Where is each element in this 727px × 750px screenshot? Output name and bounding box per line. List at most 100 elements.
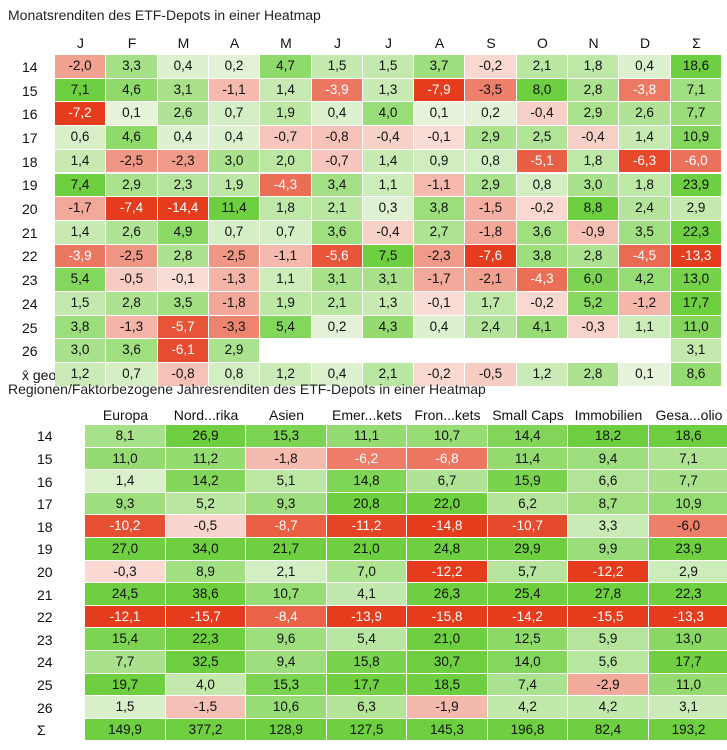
heatmap-cell: 0,4 bbox=[414, 315, 465, 340]
heatmap-cell: 8,1 bbox=[85, 425, 166, 448]
heatmap-cell: 2,5 bbox=[517, 126, 568, 150]
heatmap-cell: 15,9 bbox=[488, 470, 568, 493]
heatmap-cell: -0,5 bbox=[166, 515, 246, 538]
heatmap-cell: 15,3 bbox=[246, 425, 327, 448]
heatmap-cell: 11,4 bbox=[209, 197, 260, 221]
heatmap-cell: 2,7 bbox=[414, 220, 465, 245]
heatmap-cell: 1,3 bbox=[363, 78, 414, 103]
heatmap-cell: 5,9 bbox=[568, 628, 649, 651]
heatmap-cell: 13,0 bbox=[649, 628, 727, 651]
column-header: O bbox=[537, 35, 548, 51]
column-header: D bbox=[639, 35, 651, 51]
heatmap-cell: -0,3 bbox=[85, 560, 166, 584]
heatmap-cell: 0,4 bbox=[209, 126, 260, 150]
column-header: A bbox=[229, 35, 240, 51]
heatmap-cell: -8,7 bbox=[246, 515, 327, 538]
heatmap-cell: 0,7 bbox=[260, 220, 312, 245]
column-header: J bbox=[334, 35, 341, 51]
heatmap-cell: 3,5 bbox=[158, 292, 209, 316]
row-label: 17 bbox=[37, 496, 53, 513]
column-header: S bbox=[486, 35, 496, 51]
column-header: Europa bbox=[102, 407, 149, 423]
heatmap-cell: 82,4 bbox=[568, 718, 649, 742]
heatmap-cell: -6,3 bbox=[619, 149, 671, 174]
heatmap-cell: 1,4 bbox=[55, 149, 106, 174]
heatmap-cell: 29,9 bbox=[488, 538, 568, 561]
heatmap-cell: 3,1 bbox=[312, 268, 363, 292]
heatmap-cell: -1,3 bbox=[106, 315, 158, 340]
heatmap-cell: 6,2 bbox=[488, 492, 568, 516]
column-header: F bbox=[127, 35, 137, 51]
heatmap-cell: 18,6 bbox=[671, 55, 722, 79]
heatmap-cell: 0,4 bbox=[312, 102, 363, 127]
heatmap-cell: 26,9 bbox=[166, 425, 246, 448]
heatmap-cell: 2,3 bbox=[158, 173, 209, 198]
heatmap-cell: 0,8 bbox=[209, 363, 260, 387]
heatmap-cell: 9,3 bbox=[85, 492, 166, 516]
heatmap-cell: -15,7 bbox=[166, 605, 246, 629]
heatmap-cell: -0,7 bbox=[312, 149, 363, 174]
heatmap-cell: 2,1 bbox=[517, 55, 568, 79]
heatmap-cell: 3,0 bbox=[55, 339, 106, 364]
heatmap-cell: 22,3 bbox=[649, 583, 727, 606]
heatmap-cell: 6,0 bbox=[568, 268, 619, 292]
heatmap-cell: 4,6 bbox=[106, 78, 158, 103]
heatmap-cell: 3,0 bbox=[568, 173, 619, 198]
heatmap-cell: 15,4 bbox=[85, 628, 166, 651]
heatmap-cell: -6,1 bbox=[158, 339, 209, 364]
heatmap-cell: 1,2 bbox=[260, 363, 312, 387]
heatmap-cell: 2,8 bbox=[158, 244, 209, 269]
heatmap-cell: 1,4 bbox=[260, 78, 312, 103]
heatmap-cell: 2,9 bbox=[465, 173, 517, 198]
heatmap-cell: 7,7 bbox=[85, 651, 166, 674]
heatmap-cell: 1,9 bbox=[260, 102, 312, 127]
heatmap-cell: 145,3 bbox=[407, 718, 488, 742]
heatmap-cell: 2,9 bbox=[465, 126, 517, 150]
heatmap-cell: 377,2 bbox=[166, 718, 246, 742]
heatmap-cell: 0,8 bbox=[465, 149, 517, 174]
heatmap-cell: 3,1 bbox=[363, 268, 414, 292]
row-label: 25 bbox=[22, 319, 38, 336]
heatmap-cell: -0,8 bbox=[158, 363, 209, 387]
heatmap-cell: 1,1 bbox=[363, 173, 414, 198]
heatmap-cell: 5,7 bbox=[488, 560, 568, 584]
heatmap-cell: 5,2 bbox=[568, 292, 619, 316]
heatmap-cell: -10,7 bbox=[488, 515, 568, 538]
heatmap-cell: -12,2 bbox=[568, 560, 649, 584]
heatmap-cell: -14,8 bbox=[407, 515, 488, 538]
heatmap-cell: 22,3 bbox=[166, 628, 246, 651]
row-label: 21 bbox=[22, 224, 38, 241]
heatmap-cell: -3,3 bbox=[209, 315, 260, 340]
heatmap-cell: 2,1 bbox=[363, 363, 414, 387]
heatmap-cell: 1,2 bbox=[55, 363, 106, 387]
heatmap-cell: 3,6 bbox=[312, 220, 363, 245]
heatmap-cell: 5,2 bbox=[166, 492, 246, 516]
heatmap-cell: -1,7 bbox=[55, 197, 106, 221]
heatmap-cell: 0,7 bbox=[209, 102, 260, 127]
heatmap-cell: 4,2 bbox=[568, 696, 649, 719]
heatmap-cell: -1,2 bbox=[619, 292, 671, 316]
heatmap-cell: 9,6 bbox=[246, 628, 327, 651]
heatmap-cell: 10,6 bbox=[246, 696, 327, 719]
heatmap-cell: 9,3 bbox=[246, 492, 327, 516]
row-label: 25 bbox=[37, 676, 53, 693]
heatmap-cell: -0,1 bbox=[158, 268, 209, 292]
heatmap-cell: 19,7 bbox=[85, 673, 166, 697]
row-label: 26 bbox=[22, 343, 38, 360]
heatmap-cell: -1,1 bbox=[209, 78, 260, 103]
heatmap-cell: -14,2 bbox=[488, 605, 568, 629]
heatmap-cell: 22,3 bbox=[671, 220, 722, 245]
heatmap-cell: -3,9 bbox=[55, 244, 106, 269]
heatmap-cell: 4,2 bbox=[619, 268, 671, 292]
row-label: 19 bbox=[22, 177, 38, 194]
heatmap-cell: 5,4 bbox=[55, 268, 106, 292]
heatmap-cell: 2,9 bbox=[671, 197, 722, 221]
heatmap-cell: 2,6 bbox=[106, 220, 158, 245]
heatmap-cell: 3,0 bbox=[209, 149, 260, 174]
heatmap-cell: -1,3 bbox=[209, 268, 260, 292]
heatmap-cell: 7,7 bbox=[649, 470, 727, 493]
heatmap-cell: 2,9 bbox=[649, 560, 727, 584]
heatmap-cell: 2,8 bbox=[568, 363, 619, 387]
heatmap-cell: -4,5 bbox=[619, 244, 671, 269]
heatmap-cell: -0,4 bbox=[568, 126, 619, 150]
